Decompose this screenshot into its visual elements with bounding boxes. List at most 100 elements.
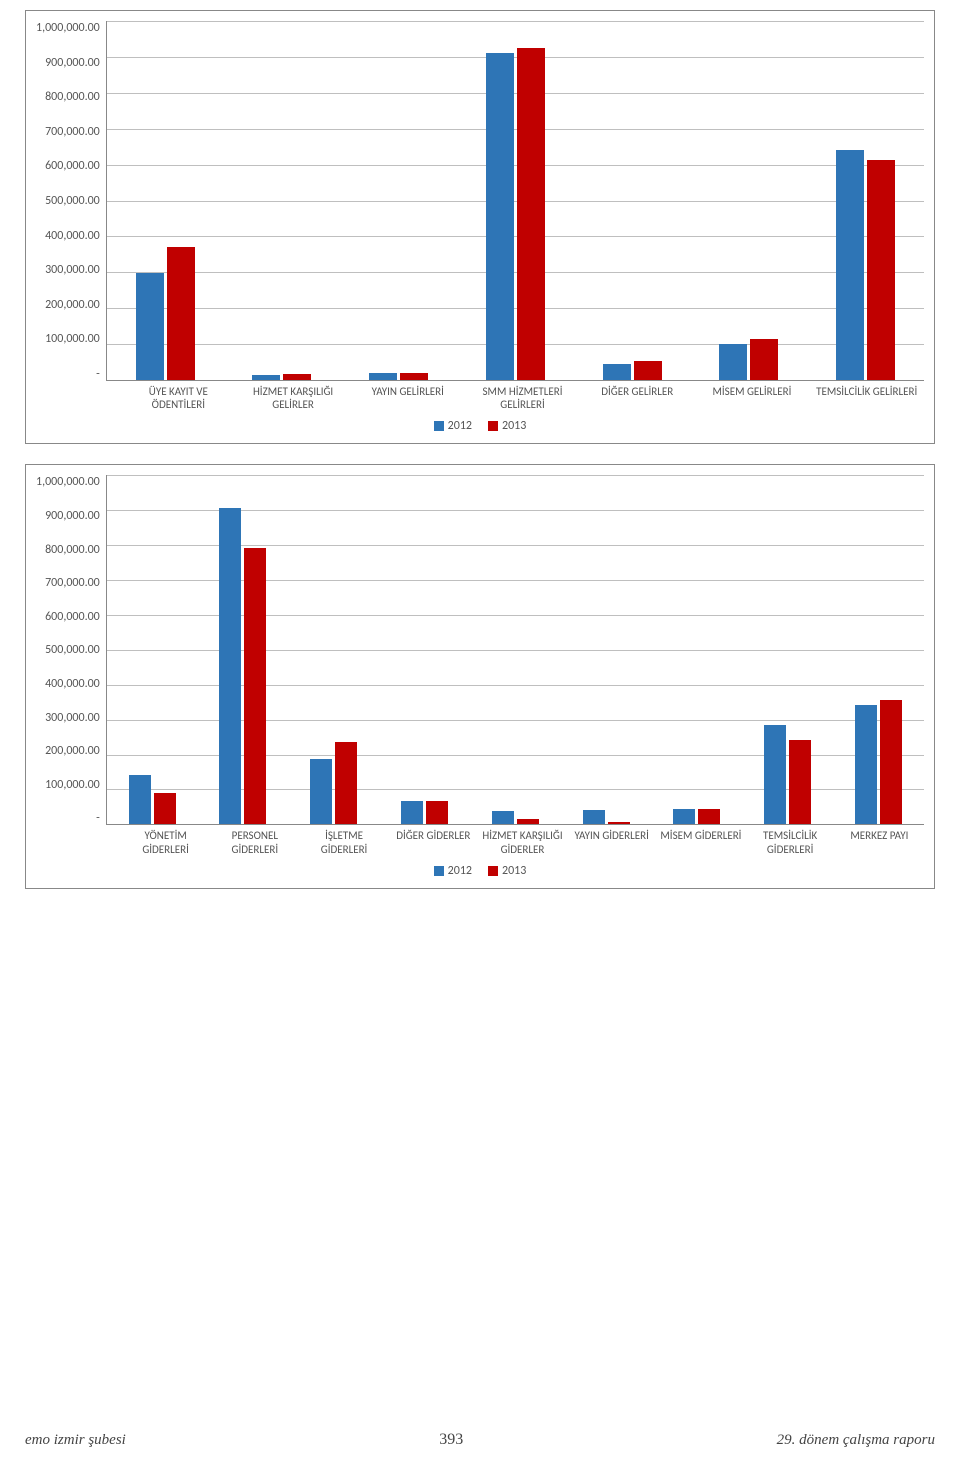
y-tick-label: 300,000.00 [45,711,100,725]
x-tick-label: TEMSİLCİLİK GİDERLERİ [746,829,835,855]
bar [855,705,877,824]
y-tick-label: 600,000.00 [45,159,100,173]
bar [219,508,241,824]
footer-right: 29. dönem çalışma raporu [777,1432,935,1449]
bar-group [379,475,470,824]
legend-item-2013: 2013 [488,419,526,433]
bar [608,822,630,825]
x-tick-label: PERSONEL GİDERLERİ [210,829,299,855]
bar [369,373,397,380]
x-tick-label: SMM HİZMETLERİ GELİRLERİ [465,385,580,411]
bar [310,759,332,824]
bar-group [742,475,833,824]
legend-item-2012: 2012 [434,864,472,878]
bar [836,150,864,380]
x-tick-label: MİSEM GİDERLERİ [656,829,745,855]
bar [634,361,662,380]
x-tick-label: DİĞER GİDERLER [389,829,478,855]
bar-group [561,475,652,824]
y-tick-label: 500,000.00 [45,643,100,657]
bar [401,801,423,825]
legend-label-2012: 2012 [448,864,472,878]
plot-area-chart1 [106,21,924,381]
legend-label-2013: 2013 [502,419,526,433]
x-axis-labels-chart1: ÜYE KAYIT VE ÖDENTİLERİHİZMET KARŞILIĞI … [121,385,924,411]
bar [335,742,357,824]
bar [603,364,631,381]
y-axis-chart1: 1,000,000.00 900,000.00 800,000.00 700,000.… [36,21,106,381]
bar [129,775,151,824]
bar [880,700,902,825]
bar-group [224,21,341,380]
bar-group [691,21,808,380]
bar-group [198,475,289,824]
page-footer: emo izmir şubesi 393 29. dönem çalışma r… [0,1431,960,1449]
chart-revenue: 1,000,000.00 900,000.00 800,000.00 700,000.… [25,10,935,444]
plot-area-chart2 [106,475,924,825]
bar [698,809,720,824]
x-tick-label: MERKEZ PAYI [835,829,924,855]
legend-label-2013: 2013 [502,864,526,878]
bar-group [470,475,561,824]
y-tick-label: 500,000.00 [45,194,100,208]
legend-chart1: 2012 2013 [36,419,924,433]
y-tick-label: - [96,367,100,381]
x-tick-label: HİZMET KARŞILIĞI GELİRLER [236,385,351,411]
x-tick-label: YAYIN GİDERLERİ [567,829,656,855]
bar [673,809,695,824]
x-tick-label: TEMSİLCİLİK GELİRLERİ [809,385,924,411]
bar [400,373,428,380]
bar [167,247,195,380]
y-tick-label: 400,000.00 [45,229,100,243]
x-tick-label: İŞLETME GİDERLERİ [299,829,388,855]
y-tick-label: 100,000.00 [45,778,100,792]
x-axis-labels-chart2: YÖNETİM GİDERLERİPERSONEL GİDERLERİİŞLET… [121,829,924,855]
bar [492,811,514,824]
y-tick-label: 900,000.00 [45,56,100,70]
bar [750,339,778,380]
bar [583,810,605,824]
y-tick-label: 200,000.00 [45,744,100,758]
bar [517,48,545,380]
y-tick-label: 300,000.00 [45,263,100,277]
x-tick-label: YAYIN GELİRLERİ [350,385,465,411]
chart-expenses: 1,000,000.00900,000.00800,000.00700,000.… [25,464,935,888]
legend-item-2013: 2013 [488,864,526,878]
bar-group [288,475,379,824]
bar-group [833,475,924,824]
bar-group [574,21,691,380]
y-tick-label: 1,000,000.00 [36,21,100,35]
y-tick-label: 700,000.00 [45,125,100,139]
x-tick-label: YÖNETİM GİDERLERİ [121,829,210,855]
legend-chart2: 2012 2013 [36,864,924,878]
legend-label-2012: 2012 [448,419,472,433]
y-tick-label: 100,000.00 [45,332,100,346]
y-tick-label: 900,000.00 [45,509,100,523]
bar [764,725,786,824]
bar-group [107,21,224,380]
bar [486,53,514,380]
bar [517,819,539,824]
y-tick-label: - [96,811,100,825]
y-tick-label: 800,000.00 [45,543,100,557]
x-tick-label: ÜYE KAYIT VE ÖDENTİLERİ [121,385,236,411]
bar-group [652,475,743,824]
footer-page-number: 393 [439,1431,463,1449]
bar-group [457,21,574,380]
legend-item-2012: 2012 [434,419,472,433]
y-tick-label: 700,000.00 [45,576,100,590]
bar-group [807,21,924,380]
y-tick-label: 400,000.00 [45,677,100,691]
bar [789,740,811,824]
x-tick-label: HİZMET KARŞILIĞI GİDERLER [478,829,567,855]
bar-group [340,21,457,380]
footer-left: emo izmir şubesi [25,1432,126,1449]
bar [136,273,164,380]
bar [719,344,747,380]
y-tick-label: 200,000.00 [45,298,100,312]
y-tick-label: 800,000.00 [45,90,100,104]
bar [252,375,280,380]
x-tick-label: MİSEM GELİRLERİ [695,385,810,411]
bar [283,374,311,380]
bar [867,160,895,380]
